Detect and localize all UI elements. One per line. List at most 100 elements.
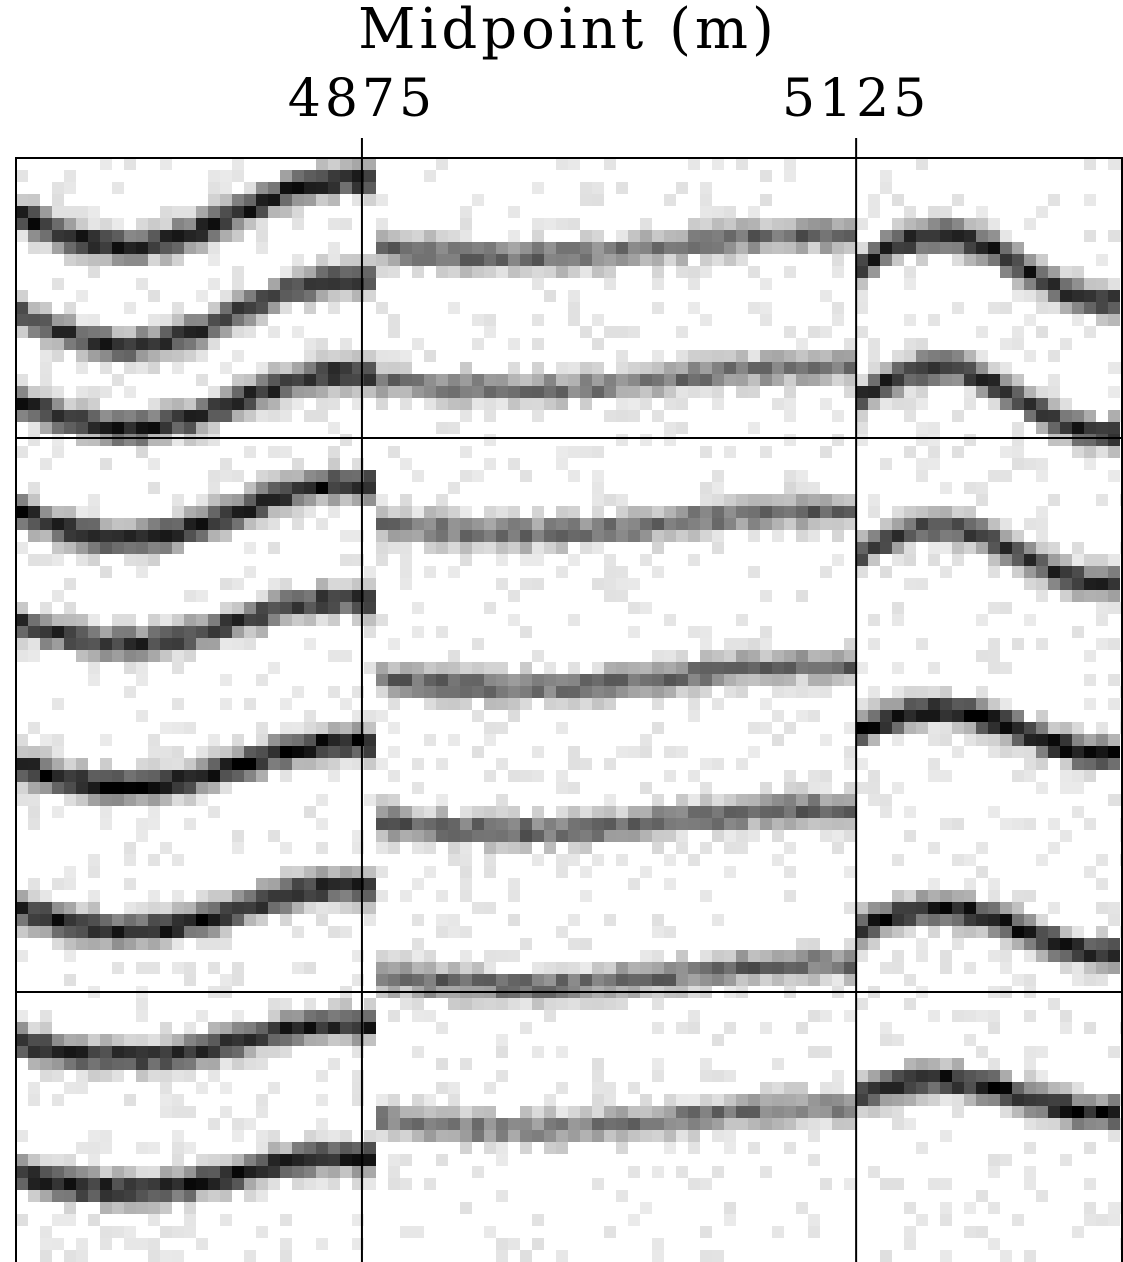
- heatmap-cell: [448, 1106, 460, 1118]
- heatmap-cell: [1108, 302, 1120, 314]
- heatmap-cell: [808, 326, 820, 338]
- heatmap-cell: [976, 230, 988, 242]
- heatmap-cell: [88, 902, 100, 914]
- heatmap-cell: [556, 830, 568, 842]
- plot-border: [15, 157, 1123, 1262]
- heatmap-cell: [232, 830, 244, 842]
- heatmap-cell: [316, 482, 328, 494]
- heatmap-cell: [640, 866, 652, 878]
- heatmap-cell: [712, 674, 724, 686]
- heatmap-cell: [208, 1058, 220, 1070]
- heatmap-cell: [724, 206, 736, 218]
- heatmap-cell: [460, 386, 472, 398]
- heatmap-cell: [676, 530, 688, 542]
- heatmap-cell: [904, 1070, 916, 1082]
- heatmap-cell: [724, 374, 736, 386]
- heatmap-cell: [496, 950, 508, 962]
- heatmap-cell: [1072, 806, 1084, 818]
- heatmap-cell: [484, 1226, 496, 1238]
- heatmap-cell: [508, 830, 520, 842]
- heatmap-cell: [40, 398, 52, 410]
- heatmap-cell: [916, 158, 928, 170]
- heatmap-cell: [160, 518, 172, 530]
- heatmap-cell: [1048, 578, 1060, 590]
- heatmap-cell: [724, 1142, 736, 1154]
- heatmap-cell: [328, 1010, 340, 1022]
- heatmap-cell: [652, 518, 664, 530]
- heatmap-cell: [40, 1058, 52, 1070]
- heatmap-cell: [1096, 854, 1108, 866]
- heatmap-cell: [880, 398, 892, 410]
- heatmap-cell: [1072, 926, 1084, 938]
- heatmap-cell: [172, 854, 184, 866]
- heatmap-cell: [844, 494, 856, 506]
- heatmap-cell: [1036, 782, 1048, 794]
- heatmap-cell: [184, 230, 196, 242]
- heatmap-cell: [484, 830, 496, 842]
- heatmap-cell: [304, 614, 316, 626]
- heatmap-cell: [724, 950, 736, 962]
- heatmap-cell: [1048, 842, 1060, 854]
- heatmap-cell: [232, 470, 244, 482]
- heatmap-cell: [376, 362, 388, 374]
- heatmap-cell: [520, 530, 532, 542]
- heatmap-cell: [592, 854, 604, 866]
- heatmap-cell: [580, 830, 592, 842]
- heatmap-cell: [364, 350, 376, 362]
- heatmap-cell: [148, 650, 160, 662]
- heatmap-cell: [916, 1070, 928, 1082]
- heatmap-cell: [364, 890, 376, 902]
- heatmap-cell: [448, 242, 460, 254]
- heatmap-cell: [556, 1106, 568, 1118]
- heatmap-cell: [196, 1058, 208, 1070]
- heatmap-cell: [28, 398, 40, 410]
- heatmap-cell: [976, 350, 988, 362]
- heatmap-cell: [1096, 254, 1108, 266]
- heatmap-cell: [760, 350, 772, 362]
- heatmap-cell: [208, 302, 220, 314]
- heatmap-cell: [28, 1094, 40, 1106]
- heatmap-cell: [1024, 458, 1036, 470]
- heatmap-cell: [532, 506, 544, 518]
- heatmap-cell: [1036, 386, 1048, 398]
- heatmap-cell: [508, 998, 520, 1010]
- heatmap-cell: [496, 1154, 508, 1166]
- heatmap-cell: [412, 662, 424, 674]
- heatmap-cell: [832, 974, 844, 986]
- heatmap-cell: [784, 890, 796, 902]
- heatmap-cell: [484, 998, 496, 1010]
- heatmap-cell: [280, 170, 292, 182]
- heatmap-cell: [616, 566, 628, 578]
- heatmap-cell: [556, 266, 568, 278]
- heatmap-cell: [16, 290, 28, 302]
- heatmap-cell: [952, 530, 964, 542]
- heatmap-cell: [1060, 830, 1072, 842]
- heatmap-cell: [232, 302, 244, 314]
- heatmap-cell: [304, 1010, 316, 1022]
- heatmap-cell: [1084, 590, 1096, 602]
- heatmap-cell: [208, 614, 220, 626]
- heatmap-cell: [148, 1046, 160, 1058]
- heatmap-cell: [64, 1250, 76, 1262]
- heatmap-cell: [124, 1178, 136, 1190]
- heatmap-cell: [880, 1034, 892, 1046]
- heatmap-cell: [16, 386, 28, 398]
- heatmap-cell: [316, 1094, 328, 1106]
- heatmap-cell: [964, 914, 976, 926]
- heatmap-cell: [976, 218, 988, 230]
- heatmap-cell: [292, 518, 304, 530]
- heatmap-cell: [124, 902, 136, 914]
- heatmap-cell: [676, 242, 688, 254]
- heatmap-cell: [172, 1046, 184, 1058]
- heatmap-cell: [928, 770, 940, 782]
- heatmap-cell: [988, 710, 1000, 722]
- heatmap-cell: [400, 1178, 412, 1190]
- heatmap-cell: [328, 866, 340, 878]
- heatmap-cell: [256, 590, 268, 602]
- heatmap-cell: [880, 1082, 892, 1094]
- heatmap-cell: [412, 974, 424, 986]
- heatmap-cell: [568, 554, 580, 566]
- heatmap-cell: [112, 350, 124, 362]
- heatmap-cell: [40, 518, 52, 530]
- heatmap-cell: [148, 542, 160, 554]
